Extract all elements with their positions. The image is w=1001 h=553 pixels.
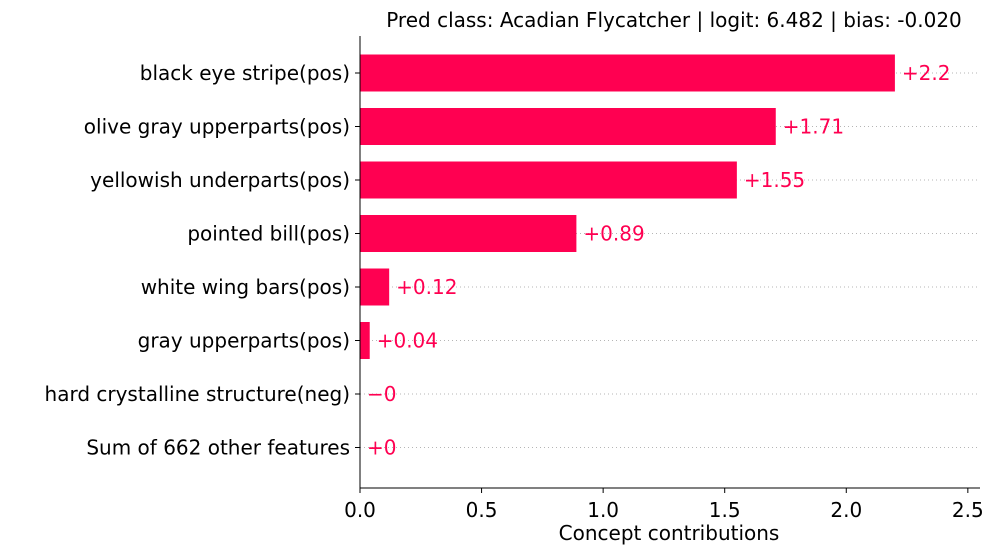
value-label: +1.55 bbox=[744, 168, 805, 192]
category-label: olive gray upperparts(pos) bbox=[84, 115, 350, 139]
x-tick-label: 1.0 bbox=[587, 498, 619, 522]
category-label: white wing bars(pos) bbox=[141, 275, 350, 299]
value-label: +0.12 bbox=[396, 275, 457, 299]
bar bbox=[360, 215, 577, 252]
chart-title: Pred class: Acadian Flycatcher | logit: … bbox=[386, 8, 962, 32]
bar bbox=[360, 161, 737, 199]
value-label: −0 bbox=[367, 382, 396, 406]
value-label: +0 bbox=[367, 436, 396, 460]
bar bbox=[360, 54, 895, 92]
x-tick-label: 0.5 bbox=[466, 498, 498, 522]
category-label: pointed bill(pos) bbox=[187, 222, 350, 246]
category-label: hard crystalline structure(neg) bbox=[45, 382, 350, 406]
value-label: +0.04 bbox=[377, 329, 438, 353]
x-tick-label: 2.0 bbox=[830, 498, 862, 522]
bar bbox=[360, 322, 370, 359]
bar bbox=[360, 268, 390, 306]
axis-layer: 0.0 0.5 1.0 1.5 2.0 2.5 black eye stripe(pos) o… bbox=[45, 36, 984, 522]
category-label: yellowish underparts(pos) bbox=[90, 168, 350, 192]
category-label: Sum of 662 other features bbox=[86, 436, 350, 460]
x-tick-label: 1.5 bbox=[709, 498, 741, 522]
x-tick-label: 2.5 bbox=[952, 498, 984, 522]
bar-layer: +2.2 +1.71 +1.55 +0.89 +0.12 +0.04 −0 +0 bbox=[360, 54, 951, 460]
value-label: +1.71 bbox=[783, 115, 844, 139]
x-axis-label: Concept contributions bbox=[559, 521, 780, 545]
value-label: +0.89 bbox=[583, 222, 644, 246]
category-label: gray upperparts(pos) bbox=[138, 329, 350, 353]
value-label: +2.2 bbox=[902, 61, 951, 85]
x-tick-label: 0.0 bbox=[344, 498, 376, 522]
bar bbox=[360, 108, 776, 145]
category-label: black eye stripe(pos) bbox=[140, 61, 350, 85]
